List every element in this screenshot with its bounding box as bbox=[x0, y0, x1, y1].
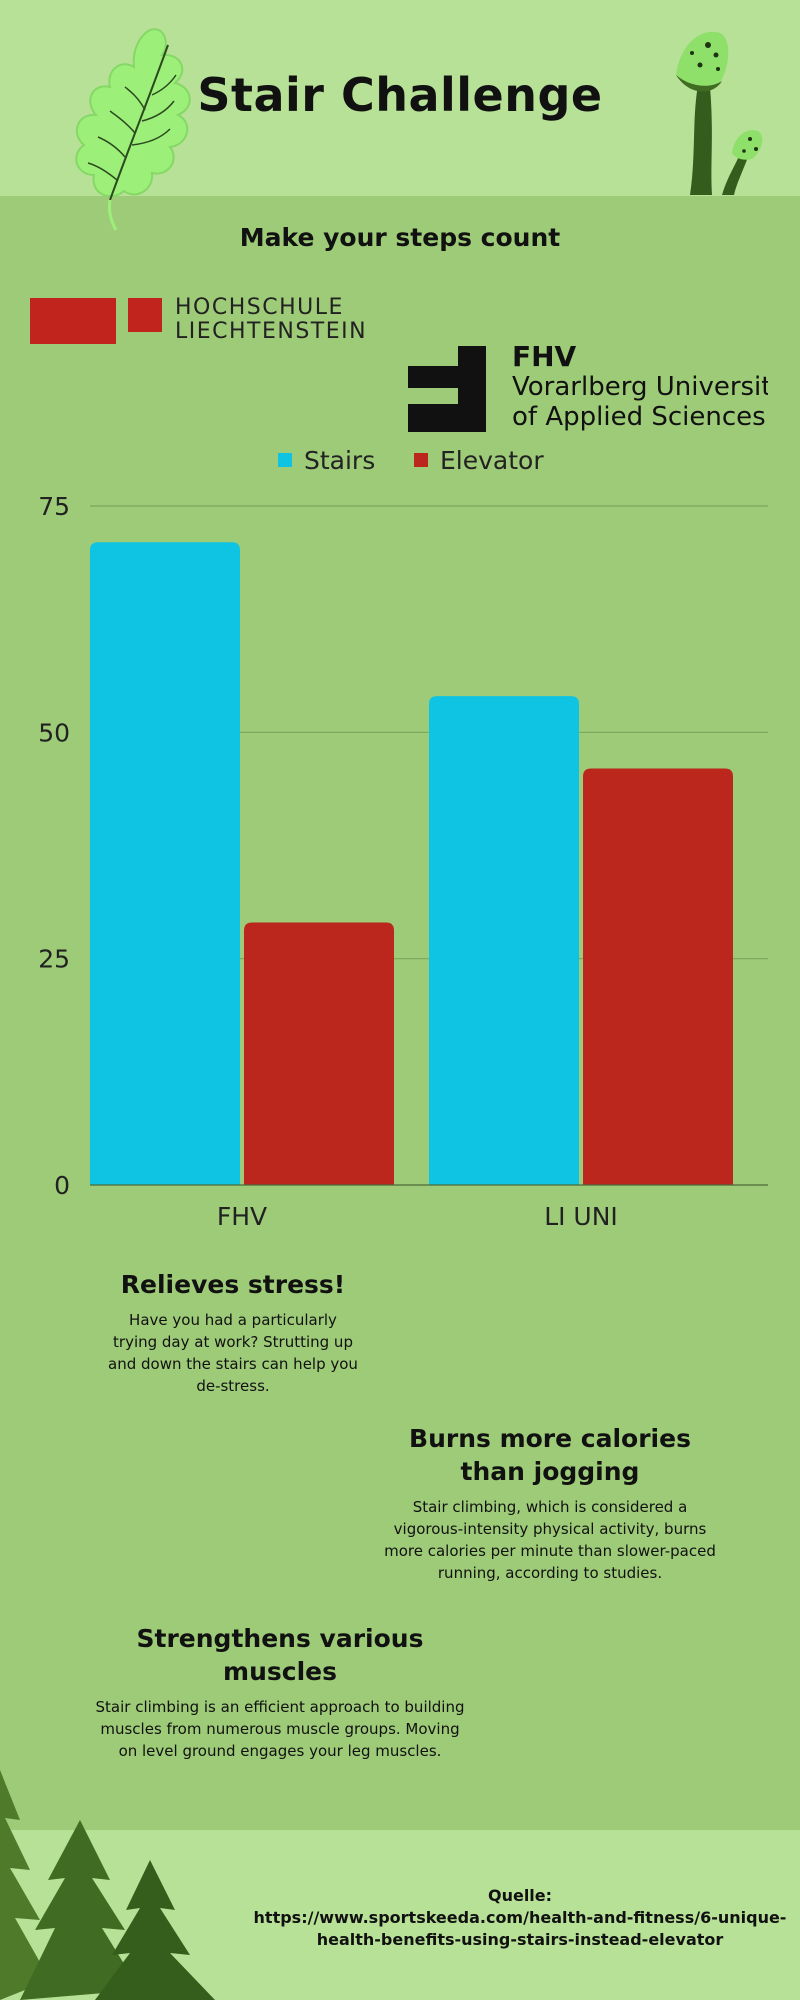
legend-label: Elevator bbox=[440, 446, 544, 475]
bar-elevator-fhv bbox=[244, 922, 394, 1185]
benefit-body: Stair climbing is an efficient approach … bbox=[95, 1698, 465, 1760]
source-label: Quelle: bbox=[487, 1886, 553, 1905]
benefit-calories: Burns more calories than jogging Stair c… bbox=[380, 1422, 720, 1584]
page-subtitle: Make your steps count bbox=[239, 223, 561, 252]
logo-block bbox=[30, 298, 116, 344]
bar-stairs-fhv bbox=[90, 542, 240, 1185]
bar-stairs-li-uni bbox=[429, 696, 579, 1185]
benefit-heading: Burns more calories than jogging bbox=[409, 1424, 691, 1486]
fhv-logo-title: FHV bbox=[512, 342, 577, 373]
fhv-mark-icon bbox=[408, 346, 486, 432]
logo-block bbox=[128, 298, 162, 332]
legend-item-stairs: Stairs bbox=[278, 446, 375, 475]
fhv-logo: FHV Vorarlberg University of Applied Sci… bbox=[408, 342, 768, 432]
bar-chart: 0 25 50 75 FHV LI UNI bbox=[38, 492, 768, 1231]
benefit-muscles: Strengthens various muscles Stair climbi… bbox=[95, 1622, 465, 1762]
source-citation: Quelle: https://www.sportskeeda.com/heal… bbox=[240, 1885, 800, 1951]
source-url: https://www.sportskeeda.com/health-and-f… bbox=[253, 1908, 787, 1949]
page-title: Stair Challenge bbox=[197, 68, 603, 122]
oak-leaf-icon bbox=[75, 28, 191, 231]
bar-elevator-li-uni bbox=[583, 768, 733, 1185]
y-tick-label: 50 bbox=[38, 718, 70, 747]
logo-line: of Applied Sciences bbox=[512, 402, 766, 432]
benefit-body: Stair climbing, which is considered a vi… bbox=[384, 1498, 716, 1582]
y-tick-label: 25 bbox=[38, 945, 70, 974]
mushroom-icon bbox=[676, 31, 763, 195]
logo-line: Vorarlberg University bbox=[512, 372, 768, 402]
logo-line: LIECHTENSTEIN bbox=[175, 319, 368, 344]
x-tick-label: LI UNI bbox=[544, 1202, 618, 1231]
benefit-body: Have you had a particularly trying day a… bbox=[108, 1311, 358, 1395]
logo-text: HOCHSCHULE LIECHTENSTEIN bbox=[175, 296, 367, 344]
benefit-heading: Strengthens various muscles bbox=[136, 1624, 424, 1686]
y-tick-label: 75 bbox=[38, 492, 70, 521]
pine-trees-icon bbox=[0, 1770, 215, 2000]
benefit-heading: Relieves stress! bbox=[120, 1270, 346, 1299]
benefit-stress: Relieves stress! Have you had a particul… bbox=[108, 1268, 358, 1397]
x-tick-label: FHV bbox=[217, 1202, 267, 1231]
legend-swatch bbox=[278, 453, 292, 467]
legend-swatch bbox=[414, 453, 428, 467]
y-tick-label: 0 bbox=[54, 1171, 70, 1200]
fhv-logo-text: Vorarlberg University of Applied Science… bbox=[512, 372, 768, 432]
logo-line: HOCHSCHULE bbox=[175, 295, 344, 320]
legend-item-elevator: Elevator bbox=[414, 446, 544, 475]
legend-label: Stairs bbox=[304, 446, 376, 475]
